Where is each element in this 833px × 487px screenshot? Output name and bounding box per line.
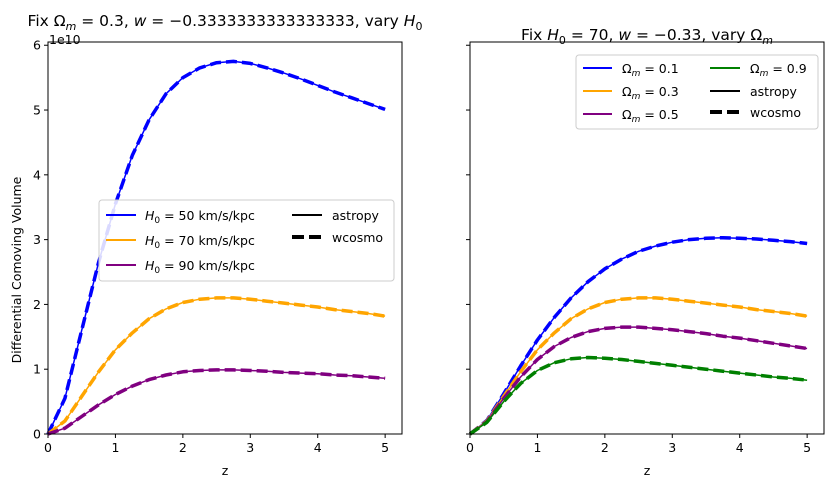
right-x-tick-label: 2 [601,440,609,455]
left-chart-panel: Fix Ωm = 0.3, w = −0.3333333333333333, v… [9,12,422,478]
left-y-offset-label: 1e10 [49,32,81,47]
left-series-2-wcosmo-line [47,368,386,436]
left-y-tick-label: 4 [33,167,41,182]
left-chart-title: Fix Ωm = 0.3, w = −0.3333333333333333, v… [28,12,423,33]
left-axis-ticks: 0 1 2 3 4 5 0 1 2 3 4 5 6 [33,38,389,455]
left-y-tick-label: 1 [33,362,41,377]
left-y-tick-label: 3 [33,232,41,247]
left-y-tick-label: 5 [33,103,41,118]
right-series-3-wcosmo-line [469,355,808,436]
left-legend-label-h50: H0 = 50 km/s/kpc [145,208,255,226]
left-x-tick-label: 0 [44,440,52,455]
right-legend-label-wcosmo: wcosmo [750,105,801,120]
left-legend-label-h90: H0 = 90 km/s/kpc [145,258,255,276]
left-y-axis-label: Differential Comoving Volume [9,176,24,363]
right-legend-label-om03: Ωm = 0.3 [622,84,679,102]
left-legend-box [98,199,395,282]
right-legend-label-om05: Ωm = 0.5 [622,107,679,125]
right-plot-frame [469,41,825,435]
right-x-tick-label: 5 [803,440,811,455]
left-y-tick-label: 2 [33,297,41,312]
left-x-tick-label: 3 [246,440,254,455]
right-series-0-wcosmo-line [468,235,808,436]
right-legend: Ωm = 0.1 Ωm = 0.3 Ωm = 0.5 Ωm = 0.9 astr… [575,54,819,130]
right-chart-title: Fix H0 = 70, w = −0.33, vary Ωm [521,26,773,47]
left-series-1-wcosmo-line [46,296,386,436]
right-x-tick-label: 0 [466,440,474,455]
left-x-tick-label: 4 [314,440,322,455]
right-x-axis-label: z [644,463,651,478]
left-legend-label-wcosmo: wcosmo [332,230,383,245]
right-chart-panel: Fix H0 = 70, w = −0.33, vary Ωm z 0 1 2 3 4 5… [466,26,825,478]
left-legend: H0 = 50 km/s/kpc H0 = 70 km/s/kpc H0 = 9… [98,199,395,282]
right-x-tick-label: 4 [736,440,744,455]
right-legend-box [575,54,819,130]
left-y-tick-label: 6 [33,38,41,53]
right-axis-ticks: 0 1 2 3 4 5 [466,44,811,455]
right-series-lines [468,235,808,436]
right-x-tick-label: 1 [533,440,541,455]
right-legend-label-om01: Ωm = 0.1 [622,61,679,79]
left-y-tick-label: 0 [33,427,41,442]
right-series-2-wcosmo-line [468,325,808,436]
left-plot-frame [47,41,403,435]
left-x-tick-label: 2 [179,440,187,455]
left-x-tick-label: 1 [111,440,119,455]
left-x-tick-label: 5 [381,440,389,455]
right-legend-label-astropy: astropy [750,84,798,99]
left-legend-label-h70: H0 = 70 km/s/kpc [145,233,255,251]
left-legend-label-astropy: astropy [332,208,380,223]
left-x-axis-label: z [222,463,229,478]
right-series-1-wcosmo-line [468,296,808,436]
right-legend-label-om09: Ωm = 0.9 [750,61,807,79]
right-x-tick-label: 3 [668,440,676,455]
